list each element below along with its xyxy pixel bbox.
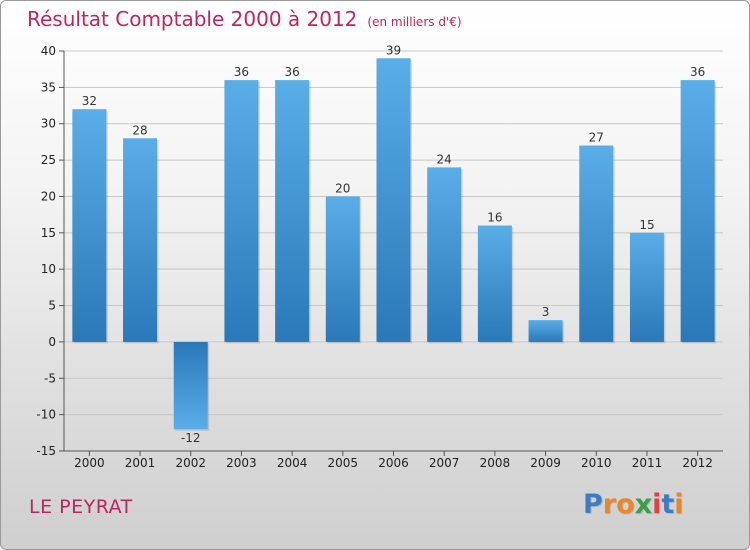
bar-2002 xyxy=(173,341,208,430)
x-tick-label: 2005 xyxy=(328,456,359,470)
data-label-2008: 16 xyxy=(487,211,502,225)
y-tick-label: 30 xyxy=(41,117,56,131)
x-tick-label: 2002 xyxy=(175,456,206,470)
bar-2009 xyxy=(528,320,563,342)
x-tick-label: 2006 xyxy=(378,456,409,470)
bar-2010 xyxy=(579,145,614,342)
bar-2004 xyxy=(275,80,310,342)
x-tick-label: 2012 xyxy=(682,456,713,470)
data-label-2010: 27 xyxy=(589,131,604,145)
y-tick-label: -10 xyxy=(36,408,56,422)
y-tick-label: -15 xyxy=(36,444,56,458)
bar-2007 xyxy=(427,167,462,342)
chart-labels: 32 28 -12 36 36 20 39 24 16 3 27 15 36 xyxy=(82,43,706,445)
logo-letter: i xyxy=(652,489,662,520)
x-tick-label: 2008 xyxy=(480,456,511,470)
y-tick-label: 25 xyxy=(41,153,56,167)
logo-letter: P xyxy=(583,489,603,520)
bar-2006 xyxy=(376,58,411,342)
data-label-2009: 3 xyxy=(542,305,550,319)
logo-letter: i xyxy=(674,489,684,520)
logo-letter: r xyxy=(602,489,617,520)
chart-axes: -15 -10 -5 0 5 10 15 20 25 30 35 40 2000 2001 2002 2003… xyxy=(36,44,723,470)
data-label-2006: 39 xyxy=(386,43,401,57)
bar-2000 xyxy=(72,109,107,342)
x-tick-label: 2010 xyxy=(581,456,612,470)
x-tick-label: 2004 xyxy=(277,456,308,470)
data-label-2003: 36 xyxy=(234,65,249,79)
chart-bars xyxy=(72,58,717,431)
chart-subtitle: (en milliers d'€) xyxy=(367,15,462,29)
chart-title-text: Résultat Comptable 2000 à 2012 xyxy=(27,7,358,31)
bar-2005 xyxy=(325,196,360,342)
x-tick-label: 2011 xyxy=(632,456,663,470)
bar-2011 xyxy=(629,232,664,342)
proxiti-logo: Proxiti xyxy=(583,489,684,520)
y-tick-label: 40 xyxy=(41,44,56,58)
x-tick-label: 2000 xyxy=(74,456,105,470)
y-tick-label: 5 xyxy=(48,299,56,313)
x-tick-label: 2001 xyxy=(125,456,156,470)
city-name: LE PEYRAT xyxy=(29,496,133,518)
logo-letter: t xyxy=(661,489,675,520)
bar-2003 xyxy=(224,80,259,342)
data-label-2000: 32 xyxy=(82,94,97,108)
y-tick-label: 0 xyxy=(48,335,56,349)
x-tick-label: 2007 xyxy=(429,456,460,470)
data-label-2011: 15 xyxy=(639,218,654,232)
data-label-2007: 24 xyxy=(437,152,452,166)
data-label-2002: -12 xyxy=(181,431,201,445)
x-tick-label: 2003 xyxy=(226,456,257,470)
y-tick-label: -5 xyxy=(44,371,56,385)
y-tick-label: 10 xyxy=(41,262,56,276)
data-label-2005: 20 xyxy=(335,181,350,195)
data-label-2004: 36 xyxy=(284,65,299,79)
y-tick-label: 15 xyxy=(41,226,56,240)
y-tick-label: 35 xyxy=(41,80,56,94)
x-tick-label: 2009 xyxy=(530,456,561,470)
bar-2008 xyxy=(477,225,512,342)
data-label-2001: 28 xyxy=(132,123,147,137)
logo-letter: x xyxy=(634,489,653,520)
data-label-2012: 36 xyxy=(690,65,705,79)
bar-2001 xyxy=(123,138,158,342)
y-tick-label: 20 xyxy=(41,189,56,203)
bar-2012 xyxy=(680,80,715,342)
logo-letter: o xyxy=(616,489,635,520)
chart-title: Résultat Comptable 2000 à 2012 (en millie… xyxy=(27,7,462,31)
